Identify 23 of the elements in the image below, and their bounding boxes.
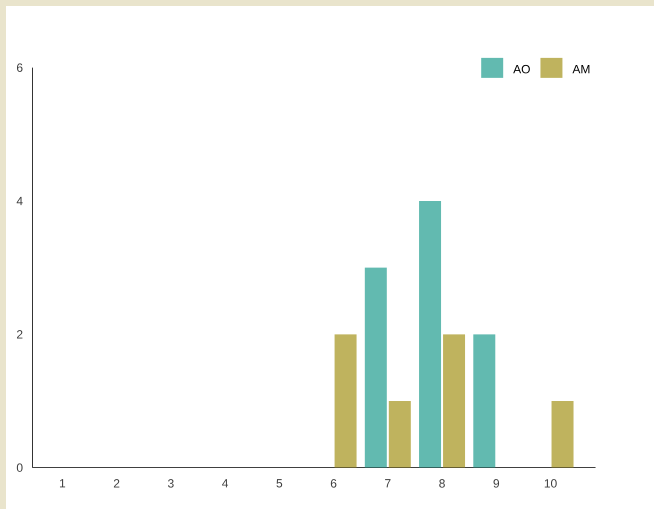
x-tick-label: 1 xyxy=(60,479,66,488)
x-tick-label: 10 xyxy=(544,479,557,488)
y-tick-label: 0 xyxy=(16,463,23,472)
legend-label: AO xyxy=(513,64,530,74)
bar xyxy=(552,400,574,468)
y-tick-label: 4 xyxy=(16,196,23,206)
x-tick-label: 2 xyxy=(114,479,120,488)
x-tick-label: 6 xyxy=(330,479,336,488)
bar xyxy=(364,268,387,468)
x-tick-label: 4 xyxy=(222,479,228,488)
bar xyxy=(419,200,442,468)
y-tick-label: 6 xyxy=(16,63,23,72)
x-tick-label: 3 xyxy=(168,479,174,488)
x-tick-label: 9 xyxy=(494,479,500,488)
bar xyxy=(334,334,357,468)
x-tick-label: 5 xyxy=(276,479,282,488)
bar xyxy=(443,334,466,468)
x-tick-label: 7 xyxy=(385,479,391,488)
legend-label: AM xyxy=(572,64,590,74)
y-tick-label: 2 xyxy=(16,330,22,338)
bar xyxy=(388,400,411,468)
x-tick-label: 8 xyxy=(439,479,445,488)
bar xyxy=(473,334,496,468)
